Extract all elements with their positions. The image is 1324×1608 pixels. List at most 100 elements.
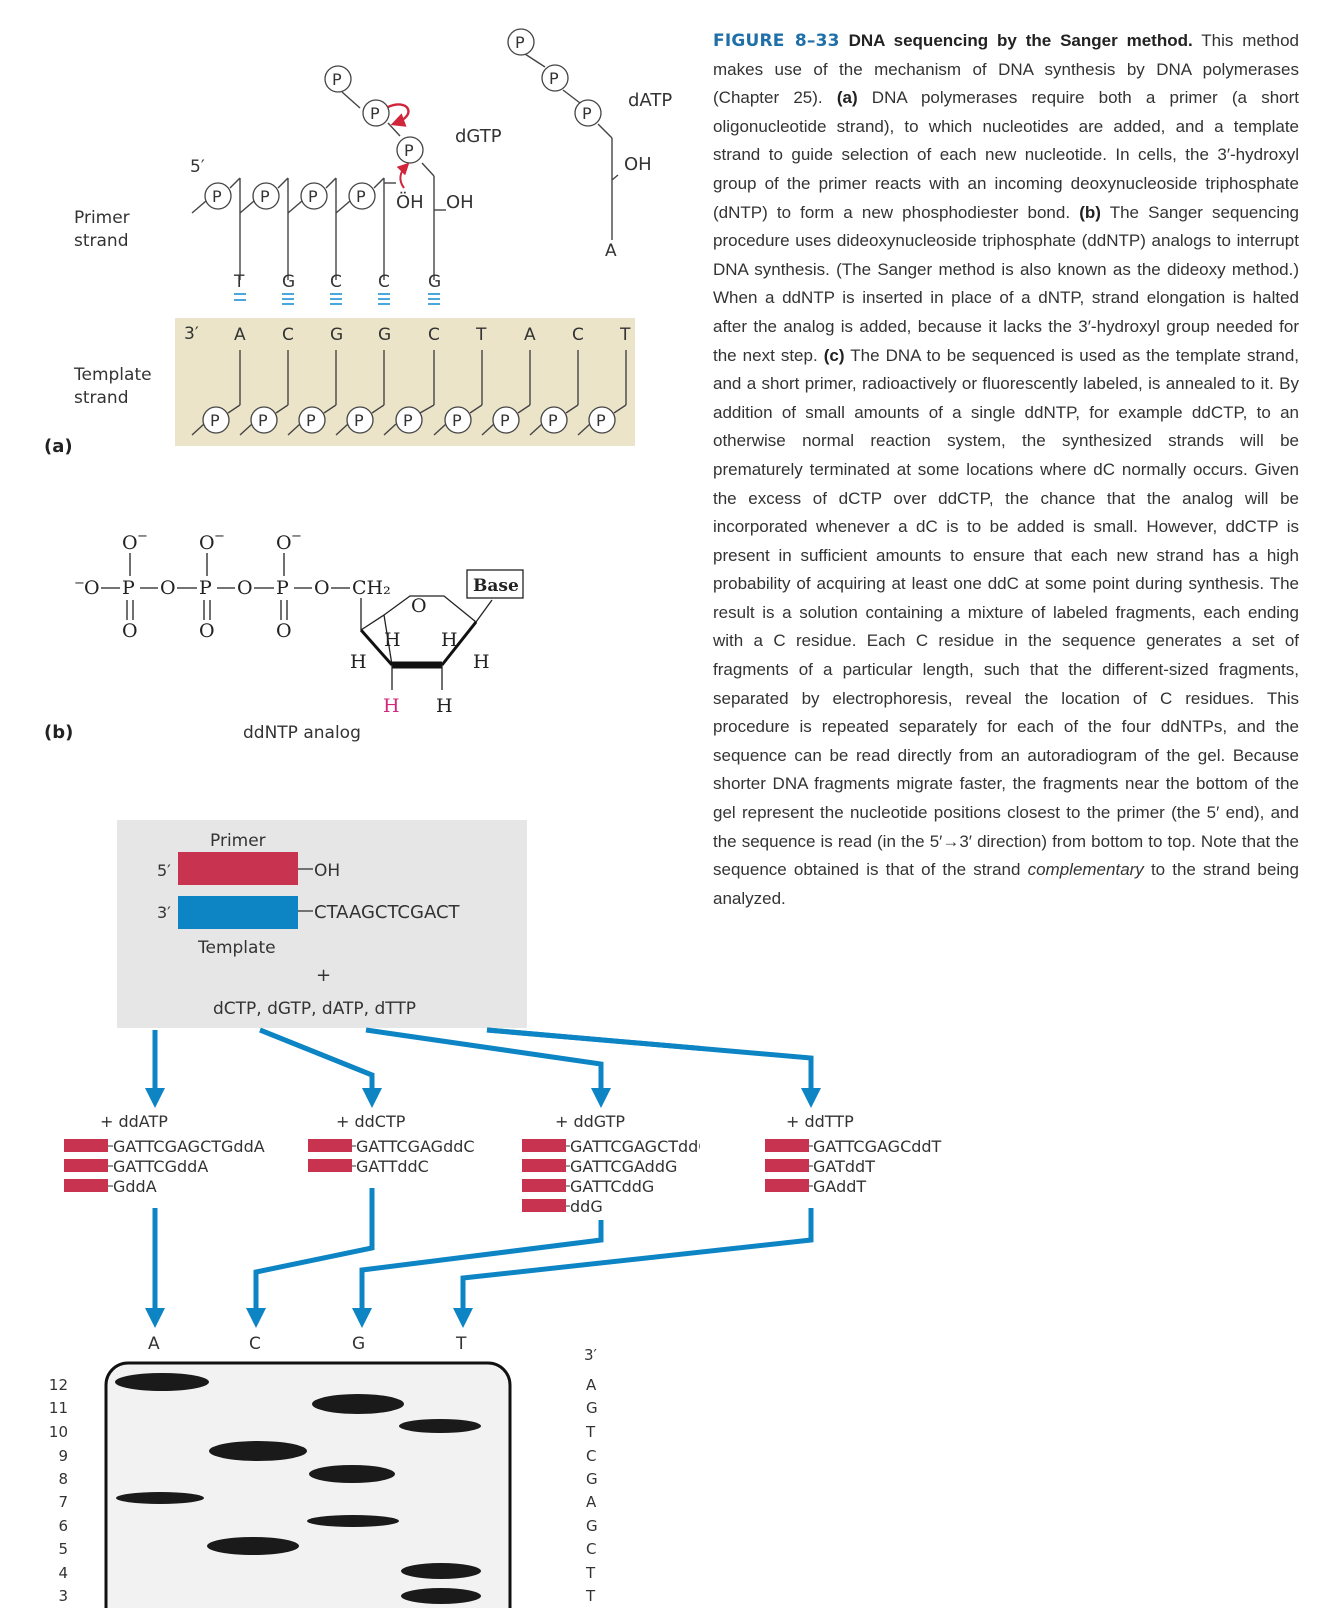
- phosphate-3: P: [308, 187, 318, 206]
- panel-b: (b) ddNTP analog O − O − O − − O P O P O: [44, 529, 524, 743]
- charge-top-3: −: [291, 529, 302, 544]
- template-phosphate-3: P: [306, 411, 316, 430]
- primer-base-3: C: [330, 272, 342, 292]
- ddntp-structure: O − O − O − − O P O P O P O CH₂: [74, 529, 524, 717]
- fragment-g-3: GATTCddG: [570, 1177, 654, 1196]
- panel-b-label: (b): [44, 722, 73, 743]
- ring-oxygen: O: [411, 595, 427, 617]
- primer-base-2: G: [282, 272, 295, 292]
- ch2-group: CH₂: [352, 577, 391, 599]
- primer-backbone: [191, 53, 619, 280]
- phosphate-4: P: [356, 187, 366, 206]
- template-base-8: C: [572, 325, 584, 345]
- template-strand-label-line2: strand: [74, 388, 129, 408]
- fragment-a-2: GATTCGddA: [113, 1157, 208, 1176]
- primer-phosphates: P P P P P P P P P P: [204, 28, 602, 210]
- reaction-label-ddgtp: + ddGTP: [555, 1112, 625, 1131]
- template-base-4: G: [378, 325, 391, 345]
- template-phosphate-4: P: [354, 411, 364, 430]
- phosphorus-3: P: [276, 577, 289, 599]
- primer-title: Primer: [210, 831, 266, 851]
- caption-ref-a: (a): [836, 88, 858, 108]
- caption-ref-b: (b): [1079, 202, 1101, 222]
- fragments-ddgtp: GATTCGAGCTddG GATTCGAddG GATTCddG ddG: [522, 1137, 700, 1216]
- hydrogen-c3-up: H: [384, 629, 401, 651]
- template-base-9: T: [619, 325, 631, 345]
- oxygen-bottom-2: O: [199, 620, 215, 642]
- oxygen-bottom-1: O: [122, 620, 138, 642]
- figure-caption: FIGURE 8–33 DNA sequencing by the Sanger…: [713, 27, 1299, 913]
- caption-text-3: The Sanger sequencing procedure uses did…: [713, 202, 1300, 365]
- primer-base-4: C: [378, 272, 390, 292]
- datp-phosphate-gamma: P: [515, 33, 525, 52]
- primer-base-5: G: [428, 272, 441, 292]
- attack-arrow-icon: [387, 103, 410, 127]
- figure-title: DNA sequencing by the Sanger method.: [848, 31, 1193, 50]
- fragment-a-3: GddA: [113, 1177, 157, 1196]
- fragment-a-1: GATTCGAGCTGddA: [113, 1137, 265, 1156]
- fragment-g-2: GATTCGAddG: [570, 1157, 677, 1176]
- template-backbone: [191, 350, 627, 436]
- template-phosphate-2: P: [258, 411, 268, 430]
- panel-c: Primer 5′ OH 3′ CTAAGCTCGACT Template + …: [64, 820, 700, 1216]
- template-base-1: A: [234, 325, 246, 345]
- primer-bases: T G C C G: [233, 272, 441, 292]
- fragment-t-3-label: GAddT: [813, 1177, 866, 1196]
- ddntp-analog-caption: ddNTP analog: [243, 723, 361, 743]
- fragments-ddctp: GATTCGAGddC GATTddC: [308, 1137, 475, 1176]
- template-phosphate-5: P: [403, 411, 413, 430]
- caption-ref-c: (c): [823, 345, 845, 365]
- base-box: [466, 569, 524, 599]
- template-base-2: C: [282, 325, 294, 345]
- oxygen-bottom-3: O: [276, 620, 292, 642]
- panel-a-label: (a): [44, 436, 73, 457]
- fragment-t-2-label: GATddT: [813, 1157, 875, 1176]
- primer-five-prime-c: 5′: [157, 861, 171, 880]
- primer-strand-label-line1: Primer: [74, 208, 130, 228]
- primer-base-1: T: [233, 272, 245, 292]
- template-title: Template: [197, 938, 276, 958]
- hydrogen-c4: H: [350, 651, 367, 673]
- oxygen-top-1: O: [122, 532, 138, 554]
- datp-phosphate-beta: P: [549, 69, 559, 88]
- reaction-label-ddctp: + ddCTP: [336, 1112, 406, 1131]
- datp-hydroxyl: OH: [624, 154, 652, 175]
- charge-top-2: −: [214, 529, 225, 544]
- phosphate-1: P: [212, 187, 222, 206]
- dgtp-label: dGTP: [455, 126, 502, 147]
- primer-hydroxyl-attacking: ÖH: [396, 191, 424, 213]
- hydrogen-c1: H: [473, 651, 490, 673]
- datp-phosphate-alpha: P: [582, 104, 592, 123]
- template-base-6: T: [475, 325, 487, 345]
- fragment-t-1-label: GATTCGAGCddT: [813, 1137, 942, 1156]
- fragments-ddttp-right: GATTCGAGCddT GATddT GAddT + ddTTP: [765, 1112, 942, 1196]
- split-arrows: [145, 1027, 700, 1108]
- template-phosphates: P P P P P P P P P: [202, 406, 616, 434]
- template-phosphate-1: P: [210, 411, 220, 430]
- phosphorus-2: P: [199, 577, 212, 599]
- primer-five-prime: 5′: [190, 157, 205, 177]
- figure-number: FIGURE 8–33: [713, 31, 840, 51]
- oxygen-top-2: O: [199, 532, 215, 554]
- hydrogen-bonds: [234, 293, 440, 305]
- base-box-label: Base: [473, 576, 519, 596]
- oxygen-bridge-3: O: [314, 577, 330, 599]
- plus-sign: +: [316, 965, 331, 986]
- template-strand-label-line1: Template: [73, 365, 152, 385]
- charge-top-1: −: [137, 529, 148, 544]
- phosphate-2: P: [260, 187, 270, 206]
- template-sequence: CTAAGCTCGACT: [314, 902, 461, 923]
- template-phosphate-6: P: [452, 411, 462, 430]
- phosphorus-1: P: [122, 577, 135, 599]
- dntp-list: dCTP, dGTP, dATP, dTTP: [213, 999, 416, 1019]
- caption-text-5: to the strand being analyzed.: [713, 860, 1300, 908]
- template-base-5: C: [428, 325, 440, 345]
- template-three-prime-c: 3′: [157, 903, 171, 922]
- template-bases: A C G G C T A C T: [234, 325, 631, 345]
- primer-hydroxyl-c: OH: [314, 861, 340, 881]
- oxygen-bridge-2: O: [237, 577, 253, 599]
- template-phosphate-7: P: [500, 411, 510, 430]
- caption-italic-complementary: complementary: [1027, 860, 1144, 880]
- fragments-ddatp: GATTCGAGCTGddA GATTCGddA GddA: [64, 1137, 265, 1196]
- hydrogen-3-prime: H: [383, 695, 400, 717]
